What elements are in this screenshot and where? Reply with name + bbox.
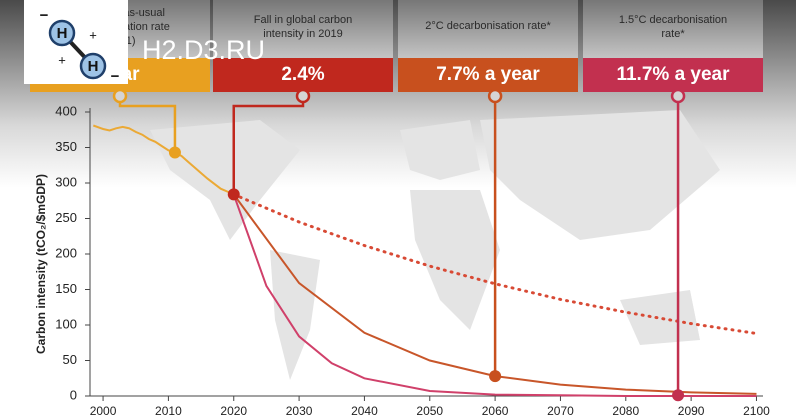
box-value: 7.7% a year: [436, 64, 540, 85]
x-tick-label: 2080: [612, 404, 639, 417]
box-label: 2°C decarbonisation rate*: [425, 20, 551, 32]
y-tick-label: 350: [55, 139, 77, 154]
watermark: H2.D3.RU: [142, 35, 265, 65]
highlight-point: [168, 146, 181, 159]
y-tick-label: 150: [55, 281, 77, 296]
box-value: 2.4%: [281, 64, 324, 85]
connector-end: [487, 88, 503, 104]
logo-letter: H: [88, 58, 99, 75]
y-tick-label: 100: [55, 316, 77, 331]
box-value-band: [583, 58, 763, 92]
logo-sign: +: [89, 27, 97, 42]
connector-end: [112, 88, 128, 104]
logo: [24, 0, 128, 84]
logo-sign: +: [58, 52, 66, 67]
series-line: [232, 194, 757, 397]
x-tick-label: 2090: [678, 404, 705, 417]
x-tick-label: 2020: [220, 404, 247, 417]
x-tick-label: 2050: [416, 404, 443, 417]
series-line: [92, 124, 235, 196]
x-tick-label: 2070: [547, 404, 574, 417]
x-tick-label: 2030: [286, 404, 313, 417]
y-tick-label: 0: [70, 387, 77, 402]
y-tick-label: 200: [55, 245, 77, 260]
box-value-band: [398, 58, 578, 92]
world-map: [150, 110, 720, 380]
logo-sign: −: [40, 7, 49, 24]
x-tick-label: 2060: [482, 404, 509, 417]
y-tick-label: 400: [55, 103, 77, 118]
y-axis-label: Carbon intensity (tCO₂/$mGDP): [34, 174, 48, 354]
box-header: [583, 0, 763, 58]
box-value-band: [213, 58, 393, 92]
box-label: Fall in global carbon intensity in 2019: [254, 14, 352, 40]
box-value: 11.7% a year: [616, 64, 730, 85]
x-tick-label: 2000: [90, 404, 117, 417]
connector-end: [295, 88, 311, 104]
highlight-point: [489, 370, 502, 383]
highlight-point: [672, 389, 685, 402]
x-tick-label: 2100: [743, 404, 770, 417]
connector-end: [670, 88, 686, 104]
y-tick-label: 50: [63, 352, 77, 367]
y-tick-label: 300: [55, 174, 77, 189]
highlight-point: [227, 188, 240, 201]
x-tick-label: 2010: [155, 404, 182, 417]
y-tick-label: 250: [55, 210, 77, 225]
series-line: [232, 192, 758, 335]
x-tick-label: 2040: [351, 404, 378, 417]
logo-letter: H: [57, 25, 68, 42]
box-header: [398, 0, 578, 58]
box-header: [213, 0, 393, 58]
box-label: 1.5°C decarbonisation rate*: [619, 14, 727, 40]
logo-sign: −: [111, 68, 120, 85]
